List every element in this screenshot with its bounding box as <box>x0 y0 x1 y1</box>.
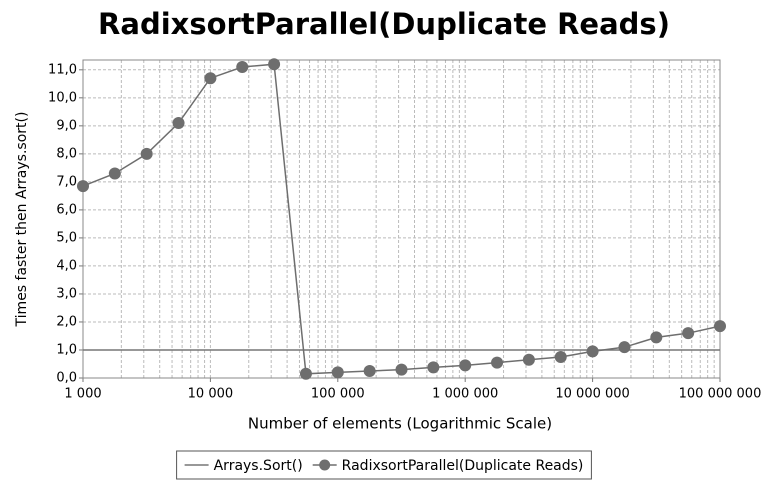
data-point <box>554 350 567 363</box>
data-point <box>299 367 312 380</box>
y-tick-label: 9,0 <box>56 118 77 133</box>
y-tick-label: 8,0 <box>56 146 77 161</box>
data-point <box>140 147 153 160</box>
legend-item: Arrays.Sort() <box>184 458 303 474</box>
plot-area <box>83 60 720 378</box>
y-axis-label: Times faster then Arrays.sort() <box>14 112 30 328</box>
data-point <box>522 353 535 366</box>
data-point <box>77 180 89 193</box>
y-tick-label: 11,0 <box>48 62 77 77</box>
data-point <box>331 366 344 379</box>
y-tick-label: 10,0 <box>48 90 77 105</box>
data-point <box>204 72 217 85</box>
x-tick-label: 1 000 <box>64 387 101 402</box>
x-tick-label: 10 000 <box>188 387 234 402</box>
x-tick-label: 1 000 000 <box>432 387 498 402</box>
data-point <box>650 331 663 344</box>
chart-title: RadixsortParallel(Duplicate Reads) <box>98 7 670 41</box>
data-point <box>714 320 726 333</box>
data-point <box>395 363 408 376</box>
data-point <box>459 359 472 372</box>
y-tick-label: 4,0 <box>56 258 77 273</box>
legend-label: RadixsortParallel(Duplicate Reads) <box>342 458 584 474</box>
data-point <box>363 364 376 377</box>
y-tick-label: 3,0 <box>56 286 77 301</box>
legend-marker <box>319 459 331 471</box>
x-tick-label: 100 000 000 <box>679 387 762 402</box>
data-point <box>491 356 504 369</box>
y-tick-label: 1,0 <box>56 342 77 357</box>
data-point <box>427 361 440 374</box>
x-tick-label: 10 000 000 <box>555 387 629 402</box>
x-tick-label: 100 000 <box>311 387 365 402</box>
data-point <box>108 167 121 180</box>
y-tick-label: 0,0 <box>56 371 77 386</box>
data-point <box>586 345 599 358</box>
data-point <box>172 117 185 130</box>
data-point <box>236 61 249 74</box>
legend: Arrays.Sort() RadixsortParallel(Duplicate… <box>176 450 592 480</box>
data-point <box>618 341 631 354</box>
legend-item: RadixsortParallel(Duplicate Reads) <box>312 458 584 474</box>
plot-frame <box>82 59 721 379</box>
y-tick-label: 5,0 <box>56 230 77 245</box>
data-point <box>682 327 695 340</box>
y-tick-label: 6,0 <box>56 202 77 217</box>
y-tick-label: 7,0 <box>56 174 77 189</box>
x-axis-label: Number of elements (Logarithmic Scale) <box>248 415 552 433</box>
legend-label: Arrays.Sort() <box>214 458 303 474</box>
y-tick-label: 2,0 <box>56 314 77 329</box>
data-point <box>268 58 281 71</box>
legend-box <box>176 450 592 480</box>
